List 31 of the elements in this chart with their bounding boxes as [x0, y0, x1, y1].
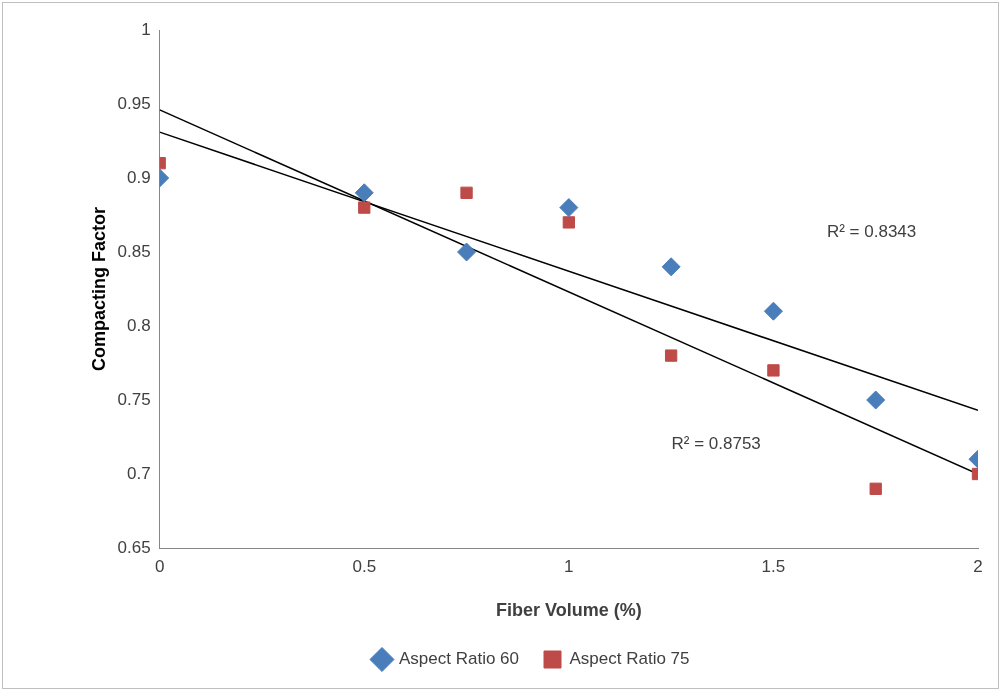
point — [866, 390, 886, 410]
point — [661, 257, 681, 277]
y-tick-label: 0.95 — [117, 93, 151, 113]
point — [664, 349, 678, 362]
point — [559, 198, 579, 218]
x-tick-label: 2 — [973, 556, 983, 576]
x-tick-label: 0 — [154, 556, 165, 576]
point — [358, 201, 371, 214]
annotation: R² = 0.8753 — [671, 434, 761, 454]
y-tick-label: 0.9 — [127, 167, 151, 187]
y-tick-label: 0.7 — [127, 463, 151, 483]
x-tick-label: 1.5 — [761, 556, 786, 576]
point — [869, 482, 882, 495]
legend-label: Aspect Ratio 75 — [569, 649, 690, 669]
x-tick-label: 1 — [564, 556, 574, 576]
point — [763, 301, 783, 321]
y-tick-label: 1 — [141, 19, 151, 39]
y-tick-label: 0.85 — [117, 241, 151, 261]
point — [354, 183, 374, 203]
point — [562, 216, 575, 229]
y-tick-label: 0.75 — [117, 389, 151, 409]
annotation: R² = 0.8343 — [826, 221, 917, 241]
y-axis-title: Compacting Factor — [88, 206, 109, 372]
point — [457, 242, 477, 262]
x-axis-title: Fiber Volume (%) — [496, 600, 642, 621]
x-tick-label: 0.5 — [352, 556, 377, 576]
legend-label: Aspect Ratio 60 — [398, 649, 519, 669]
point — [767, 364, 780, 377]
point — [460, 186, 473, 199]
y-tick-label: 0.8 — [127, 315, 151, 335]
y-tick-label: 0.65 — [117, 537, 151, 557]
